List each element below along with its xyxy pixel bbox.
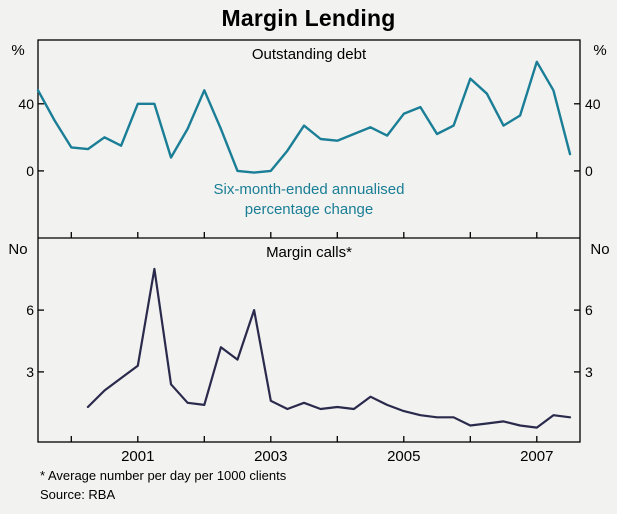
y-tick-label: 0 <box>585 162 593 179</box>
x-tick-label: 2003 <box>254 448 288 465</box>
y-tick-label: 0 <box>26 162 34 179</box>
y-tick-label: 6 <box>585 302 593 319</box>
top-panel-unit-left: % <box>11 42 25 59</box>
x-tick-label: 2007 <box>520 448 554 465</box>
y-tick-label: 3 <box>26 363 34 380</box>
top-panel-unit-right: % <box>593 42 607 59</box>
bottom-panel-unit-left: No <box>8 241 28 258</box>
chart-title: Margin Lending <box>221 5 396 31</box>
source-text: Source: RBA <box>40 487 116 502</box>
top-panel-annotation-line1: Six-month-ended annualised <box>213 181 405 198</box>
footnote-text: * Average number per day per 1000 client… <box>40 468 287 483</box>
x-tick-label: 2005 <box>387 448 421 465</box>
top-panel-title: Outstanding debt <box>251 46 367 63</box>
bottom-panel-title: Margin calls* <box>266 244 352 261</box>
y-tick-label: 40 <box>18 95 34 112</box>
y-tick-label: 40 <box>585 95 601 112</box>
bottom-panel-unit-right: No <box>590 241 610 258</box>
y-tick-label: 3 <box>585 363 593 380</box>
top-panel-annotation-line2: percentage change <box>244 201 374 218</box>
y-tick-label: 6 <box>26 302 34 319</box>
x-tick-label: 2001 <box>121 448 155 465</box>
